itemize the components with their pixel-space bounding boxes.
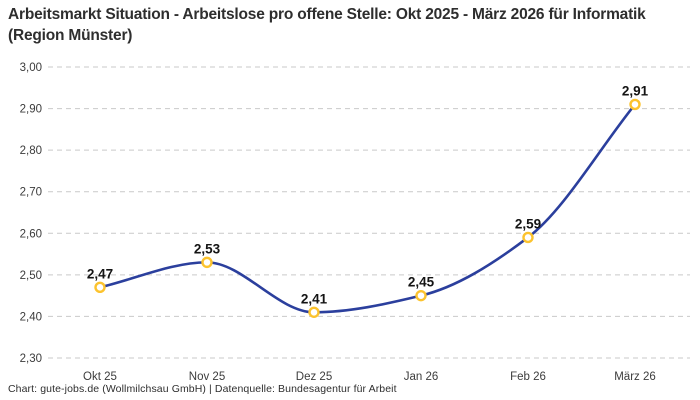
data-point-label: 2,91 bbox=[622, 83, 649, 98]
y-tick-label: 3,00 bbox=[20, 62, 42, 74]
data-point-marker bbox=[201, 256, 213, 269]
data-point-marker bbox=[629, 98, 641, 111]
data-point-marker bbox=[415, 289, 427, 302]
x-tick-label: Dez 25 bbox=[296, 371, 332, 383]
x-tick-label: Jan 26 bbox=[404, 371, 439, 383]
y-tick-label: 2,40 bbox=[20, 311, 42, 323]
y-tick-label: 2,30 bbox=[20, 353, 42, 365]
x-tick-label: Nov 25 bbox=[189, 371, 225, 383]
footer-credit: Chart: gute-jobs.de (Wollmilchsau GmbH) … bbox=[8, 383, 397, 395]
y-tick-label: 2,70 bbox=[20, 187, 42, 199]
data-point-marker bbox=[94, 281, 106, 294]
x-tick-label: März 26 bbox=[614, 371, 656, 383]
y-tick-label: 2,60 bbox=[20, 228, 42, 240]
data-point-label: 2,45 bbox=[408, 275, 435, 290]
y-tick-label: 2,50 bbox=[20, 270, 42, 282]
data-point-label: 2,41 bbox=[301, 291, 328, 306]
data-point-marker bbox=[522, 231, 534, 244]
data-point-label: 2,47 bbox=[87, 266, 113, 281]
data-point-marker bbox=[308, 306, 320, 318]
y-tick-label: 2,90 bbox=[20, 104, 42, 116]
chart-title: Arbeitsmarkt Situation - Arbeitslose pro… bbox=[8, 6, 646, 45]
x-tick-label: Feb 26 bbox=[510, 371, 546, 383]
x-tick-label: Okt 25 bbox=[83, 371, 117, 383]
y-tick-label: 2,80 bbox=[20, 145, 42, 157]
series-line bbox=[98, 103, 637, 314]
data-point-label: 2,59 bbox=[515, 216, 541, 231]
data-point-label: 2,53 bbox=[194, 241, 221, 256]
